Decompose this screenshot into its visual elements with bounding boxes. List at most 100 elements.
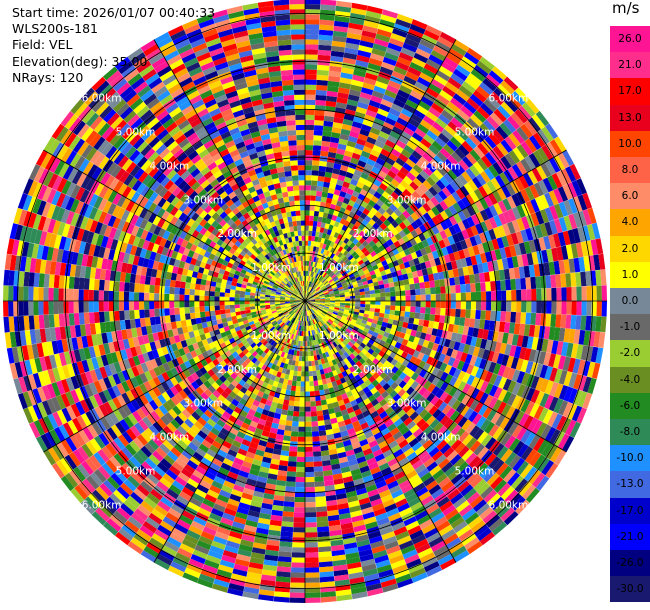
- velocity-gate: [395, 225, 403, 233]
- velocity-gate: [140, 431, 152, 443]
- velocity-gate: [351, 278, 357, 283]
- velocity-gate: [249, 420, 259, 428]
- velocity-gate: [115, 421, 126, 435]
- velocity-gate: [373, 117, 385, 127]
- velocity-gate: [583, 256, 591, 272]
- velocity-gate: [348, 366, 356, 373]
- velocity-gate: [305, 391, 310, 397]
- velocity-gate: [412, 428, 423, 438]
- velocity-gate: [449, 410, 460, 422]
- velocity-gate: [470, 214, 480, 226]
- velocity-gate: [316, 226, 321, 233]
- velocity-gate: [499, 122, 513, 137]
- velocity-gate: [422, 230, 431, 240]
- velocity-gate: [345, 145, 355, 153]
- velocity-gate: [415, 249, 423, 258]
- velocity-gate: [358, 237, 366, 244]
- velocity-gate: [426, 237, 434, 246]
- velocity-gate: [364, 243, 372, 251]
- velocity-gate: [364, 179, 373, 188]
- velocity-gate: [387, 480, 399, 490]
- velocity-gate: [316, 511, 328, 518]
- velocity-gate: [241, 354, 249, 362]
- velocity-gate: [314, 304, 320, 308]
- velocity-gate: [325, 345, 331, 352]
- velocity-gate: [349, 353, 356, 360]
- velocity-gate: [493, 215, 503, 227]
- velocity-gate: [300, 336, 304, 342]
- velocity-gate: [308, 292, 312, 298]
- velocity-gate: [131, 512, 146, 525]
- velocity-gate: [370, 301, 376, 305]
- velocity-gate: [359, 253, 366, 260]
- velocity-gate: [453, 496, 467, 509]
- velocity-gate: [305, 255, 308, 261]
- velocity-gate: [443, 56, 459, 69]
- velocity-gate: [457, 267, 465, 277]
- velocity-gate: [297, 320, 300, 326]
- velocity-gate: [416, 325, 424, 333]
- velocity-gate: [132, 410, 143, 423]
- velocity-gate: [565, 166, 577, 183]
- velocity-gate: [354, 408, 363, 416]
- velocity-gate: [400, 461, 412, 471]
- velocity-gate: [312, 329, 316, 335]
- velocity-gate: [521, 102, 536, 118]
- velocity-gate: [266, 415, 274, 423]
- velocity-gate: [310, 301, 316, 302]
- velocity-gate: [416, 418, 426, 429]
- velocity-gate: [384, 199, 393, 208]
- velocity-gate: [337, 286, 344, 291]
- velocity-gate: [293, 517, 305, 523]
- velocity-gate: [393, 98, 406, 109]
- velocity-gate: [520, 141, 533, 156]
- velocity-gate: [496, 237, 505, 249]
- velocity-gate: [166, 436, 177, 447]
- velocity-gate: [444, 125, 457, 137]
- velocity-gate: [353, 169, 363, 177]
- velocity-gate: [317, 359, 322, 365]
- velocity-gate: [276, 318, 282, 324]
- velocity-gate: [321, 271, 326, 277]
- velocity-gate: [395, 139, 407, 149]
- velocity-gate: [216, 355, 224, 364]
- velocity-gate: [217, 337, 225, 345]
- velocity-gate: [503, 468, 517, 483]
- velocity-gate: [281, 521, 294, 528]
- velocity-gate: [354, 308, 360, 313]
- velocity-gate: [203, 372, 212, 381]
- velocity-gate: [123, 479, 137, 492]
- velocity-gate: [172, 480, 185, 491]
- velocity-gate: [202, 475, 214, 485]
- velocity-gate: [339, 254, 346, 260]
- velocity-gate: [500, 432, 512, 446]
- velocity-gate: [445, 183, 456, 195]
- velocity-gate: [381, 203, 390, 212]
- velocity-gate: [445, 301, 451, 309]
- velocity-gate: [419, 224, 427, 233]
- velocity-gate: [72, 449, 86, 464]
- velocity-gate: [313, 318, 317, 324]
- velocity-gate: [298, 426, 305, 432]
- velocity-gate: [366, 342, 373, 349]
- velocity-gate: [351, 442, 361, 450]
- velocity-gate: [116, 506, 131, 521]
- velocity-gate: [382, 498, 396, 508]
- velocity-gate: [518, 266, 526, 279]
- velocity-gate: [285, 420, 293, 427]
- velocity-gate: [406, 407, 416, 417]
- velocity-gate: [425, 294, 431, 301]
- velocity-gate: [379, 19, 395, 29]
- velocity-gate: [406, 451, 418, 462]
- velocity-gate: [314, 302, 320, 305]
- velocity-gate: [414, 218, 424, 227]
- velocity-gate: [326, 356, 332, 363]
- velocity-gate: [144, 427, 156, 440]
- velocity-gate: [361, 30, 377, 39]
- velocity-gate: [237, 342, 244, 349]
- velocity-gate: [278, 465, 288, 472]
- velocity-gate: [62, 422, 74, 437]
- velocity-gate: [359, 262, 366, 269]
- velocity-gate: [267, 395, 274, 402]
- velocity-gate: [499, 465, 513, 480]
